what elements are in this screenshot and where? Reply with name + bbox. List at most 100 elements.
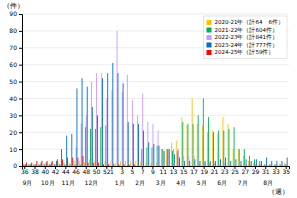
tick-label: 20 xyxy=(9,129,17,136)
grid-line xyxy=(22,64,289,65)
grid-line xyxy=(22,149,289,150)
bar xyxy=(91,107,93,166)
bar xyxy=(107,73,109,166)
bar xyxy=(109,163,111,166)
x-tick: 11 xyxy=(159,166,167,175)
bar xyxy=(209,161,211,166)
x-tick: 5 xyxy=(131,166,135,175)
tick-label: 60 xyxy=(9,61,17,68)
month-label: 8月 xyxy=(263,179,273,186)
bar xyxy=(189,161,191,166)
bar xyxy=(245,159,247,166)
bar xyxy=(37,164,39,166)
y-tick: 90 xyxy=(9,10,22,17)
x-tick: 27 xyxy=(241,166,249,175)
tick-label: 7 xyxy=(141,168,145,175)
tick-label: 1 xyxy=(110,168,114,175)
bar xyxy=(78,161,80,166)
bar xyxy=(126,75,128,166)
x-tick: 29 xyxy=(252,166,260,175)
x-tick: 36 xyxy=(21,166,29,175)
month-label: 4月 xyxy=(176,179,186,186)
bar xyxy=(182,122,184,166)
tick-label: 10 xyxy=(9,146,17,153)
bar xyxy=(287,166,289,167)
grid-line xyxy=(22,81,289,82)
bar xyxy=(166,149,168,166)
legend-swatch xyxy=(207,50,212,55)
tick-label: 48 xyxy=(82,168,90,175)
bar xyxy=(256,166,258,167)
tick-label: 33 xyxy=(272,168,280,175)
x-tick: 25 xyxy=(231,166,239,175)
bar xyxy=(161,149,163,166)
x-tick: 13 xyxy=(170,166,178,175)
bar xyxy=(214,161,216,166)
bar xyxy=(183,156,185,166)
tick-label: 25 xyxy=(231,168,239,175)
bar xyxy=(131,100,133,166)
bar-series xyxy=(26,156,135,166)
bar xyxy=(266,158,268,166)
month-label: 12月 xyxy=(85,179,99,186)
bar xyxy=(213,132,215,166)
legend: 2020-21年（計64 6件）2021-22年（計604件）2022-23年（… xyxy=(204,16,287,59)
bar xyxy=(54,164,56,166)
bar xyxy=(147,122,149,166)
tick-mark xyxy=(19,82,22,83)
x-tick: 1 xyxy=(110,166,114,175)
legend-label: 2023-24年（計777件） xyxy=(215,42,278,49)
tick-mark xyxy=(19,166,22,167)
bar xyxy=(273,164,275,166)
legend-swatch xyxy=(207,43,212,48)
month-label: 10月 xyxy=(41,179,55,186)
bar xyxy=(210,166,212,167)
bar xyxy=(59,164,61,166)
bar xyxy=(163,151,165,166)
x-tick: 48 xyxy=(82,166,90,175)
x-tick: 17 xyxy=(190,166,198,175)
bar xyxy=(283,163,285,166)
tick-label: 3 xyxy=(120,168,124,175)
bar xyxy=(215,166,217,167)
tick-mark xyxy=(19,132,22,133)
bar xyxy=(67,158,69,166)
y-tick: 50 xyxy=(9,78,22,85)
tick-label: 40 xyxy=(41,168,49,175)
bar xyxy=(31,163,33,166)
bar xyxy=(43,164,45,166)
bar-series xyxy=(23,98,285,166)
bar xyxy=(181,117,183,166)
bar xyxy=(191,98,193,166)
tick-label: 80 xyxy=(9,27,17,34)
legend-label: 2024-25年（計59件） xyxy=(215,49,275,56)
x-tick: 7 xyxy=(141,166,145,175)
bar xyxy=(282,166,284,167)
legend-item: 2021-22年（計604件） xyxy=(207,27,278,34)
bar xyxy=(194,159,196,166)
bar xyxy=(132,124,134,166)
legend-item: 2022-23年（計841件） xyxy=(207,34,278,41)
x-tick: 3 xyxy=(120,166,124,175)
legend-item: 2020-21年（計64 6件） xyxy=(207,19,284,26)
bar xyxy=(133,164,135,166)
x-tick: 19 xyxy=(200,166,208,175)
legend-label: 2021-22年（計604件） xyxy=(215,27,278,34)
bar xyxy=(174,166,176,167)
y-tick: 80 xyxy=(9,27,22,34)
x-tick: 23 xyxy=(221,166,229,175)
bar xyxy=(46,161,48,166)
y-tick: 70 xyxy=(9,44,22,51)
x-tick: 50 xyxy=(93,166,101,175)
bar xyxy=(259,161,261,166)
bar xyxy=(128,164,130,166)
tick-mark xyxy=(19,14,22,15)
bar xyxy=(225,158,227,166)
bar xyxy=(218,131,220,166)
bar xyxy=(97,163,99,166)
bar xyxy=(64,164,66,166)
bar xyxy=(112,63,114,166)
y-tick: 30 xyxy=(9,112,22,119)
bar xyxy=(220,159,222,166)
bar xyxy=(264,164,266,166)
